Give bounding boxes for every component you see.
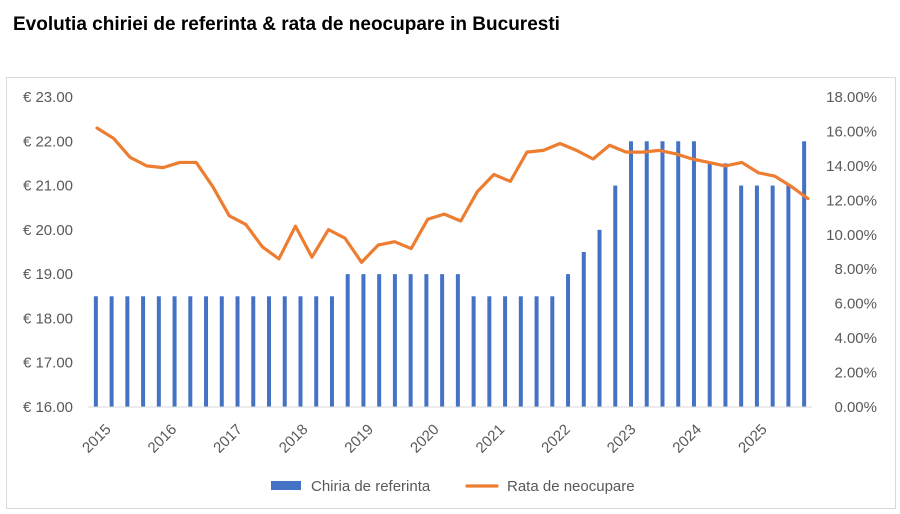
x-tick-label: 2019 — [341, 421, 377, 457]
bar — [424, 274, 429, 407]
y-right-tick-label: 4.00% — [834, 330, 877, 347]
x-tick-label: 2025 — [735, 421, 771, 457]
y-left-tick-label: € 21.00 — [23, 178, 73, 195]
bar — [298, 296, 303, 407]
bar — [707, 163, 712, 407]
bar — [235, 296, 240, 407]
bar — [267, 296, 271, 407]
bar — [345, 274, 350, 407]
bar — [644, 141, 649, 408]
x-tick-label: 2021 — [473, 421, 509, 457]
bar — [487, 296, 492, 407]
y-right-tick-label: 18.00% — [826, 89, 877, 106]
y-right-tick-label: 14.00% — [826, 158, 877, 175]
page-title: Evolutia chiriei de referinta & rata de … — [13, 14, 560, 35]
bar — [188, 296, 193, 407]
bar — [204, 296, 209, 407]
bar — [723, 163, 728, 407]
x-tick-label: 2017 — [210, 421, 246, 457]
legend-label-chiria-de-referinta: Chiria de referinta — [311, 478, 431, 495]
y-right-tick-label: 12.00% — [826, 192, 877, 209]
bar — [581, 252, 586, 407]
series-line-rata-de-neocupare — [95, 126, 810, 264]
bar — [314, 296, 319, 407]
bar — [503, 296, 508, 407]
bar — [471, 296, 476, 407]
bar — [455, 274, 460, 407]
bar — [770, 185, 775, 407]
bar — [219, 296, 224, 407]
y-right-tick-label: 10.00% — [826, 227, 877, 244]
chart-frame — [6, 77, 896, 509]
y-left-tick-label: € 19.00 — [23, 266, 73, 283]
y-left-tick-label: € 20.00 — [23, 222, 73, 239]
bar — [440, 274, 445, 407]
y-right-tick-label: 2.00% — [834, 365, 877, 382]
x-tick-label: 2016 — [145, 421, 181, 457]
bar — [534, 296, 539, 407]
x-tick-label: 2018 — [276, 421, 312, 457]
bar — [739, 185, 744, 407]
legend-swatch-chiria-de-referinta — [271, 481, 301, 490]
bar — [109, 296, 114, 407]
bar — [518, 296, 523, 407]
x-tick-label: 2023 — [604, 421, 640, 457]
bar — [613, 185, 618, 407]
bar — [676, 141, 681, 408]
bar — [408, 274, 413, 407]
bar — [361, 274, 366, 407]
y-left-tick-label: € 17.00 — [23, 355, 73, 372]
bar — [691, 141, 696, 408]
bar — [566, 274, 571, 407]
y-left-tick-label: € 23.00 — [23, 89, 73, 106]
bar — [660, 141, 665, 408]
bar — [282, 296, 287, 407]
legend-label-rata-de-neocupare: Rata de neocupare — [507, 478, 635, 495]
y-right-tick-label: 0.00% — [834, 399, 877, 416]
x-tick-label: 2015 — [79, 421, 115, 457]
bar — [251, 296, 256, 407]
y-right-tick-label: 6.00% — [834, 296, 877, 313]
bar — [156, 296, 161, 407]
bar — [141, 296, 146, 407]
bar — [597, 229, 602, 407]
bar — [786, 185, 791, 407]
y-left-tick-label: € 16.00 — [23, 399, 73, 416]
bar — [802, 141, 807, 408]
x-tick-label: 2024 — [669, 421, 705, 457]
bar — [754, 185, 759, 407]
x-tick-label: 2020 — [407, 421, 443, 457]
bar — [172, 296, 177, 407]
bar — [125, 296, 130, 407]
bar — [392, 274, 397, 407]
bar — [629, 141, 633, 408]
y-right-tick-label: 8.00% — [834, 261, 877, 278]
bar — [329, 296, 334, 407]
bar — [550, 296, 555, 407]
y-right-tick-label: 16.00% — [826, 123, 877, 140]
x-tick-label: 2022 — [538, 421, 574, 457]
y-left-tick-label: € 18.00 — [23, 310, 73, 327]
y-left-tick-label: € 22.00 — [23, 133, 73, 150]
bar — [93, 296, 98, 407]
bar — [377, 274, 382, 407]
